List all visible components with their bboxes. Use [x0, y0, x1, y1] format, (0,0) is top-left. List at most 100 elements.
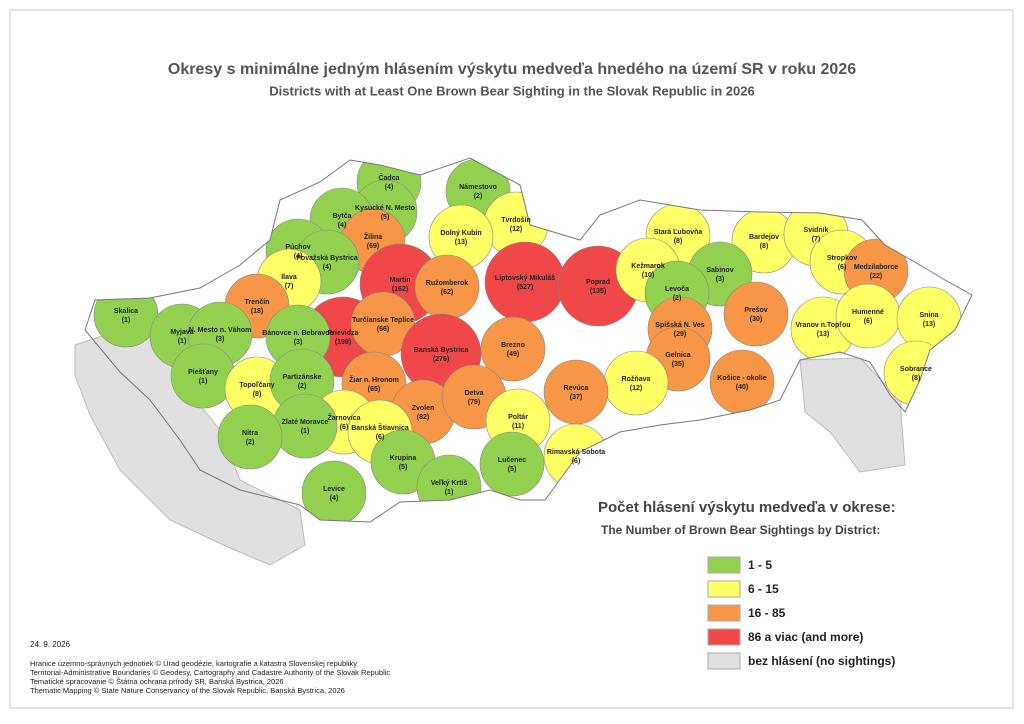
- district-name: Turčianske Teplice: [352, 317, 414, 324]
- district-area: [835, 283, 901, 349]
- district-count: (5): [508, 466, 517, 473]
- district-name: Kysucké N. Mesto: [355, 205, 415, 212]
- district-name: Ilava: [281, 274, 297, 281]
- district-count: (2): [246, 439, 255, 446]
- district-name: Levoča: [665, 286, 689, 293]
- district-name: Žiar n. Hronom: [349, 375, 399, 384]
- district-name: Stropkov: [827, 255, 857, 262]
- district-count: (6): [572, 458, 581, 465]
- district-count: (162): [392, 286, 408, 293]
- district-count: (13): [455, 239, 467, 246]
- legend-swatch: [707, 556, 741, 574]
- district-count: (5): [381, 214, 390, 221]
- district-count: (2): [298, 383, 307, 390]
- district-area: [484, 241, 566, 323]
- credit-line: Hranice územno-správnych jednotiek © Úra…: [30, 659, 357, 668]
- district-count: (4): [385, 184, 394, 191]
- district-name: Zlaté Moravce: [282, 419, 329, 426]
- district-name: Púchov: [285, 244, 310, 251]
- district-name: Skalica: [114, 308, 138, 315]
- district-name: Humenné: [852, 309, 884, 316]
- district-count: (13): [817, 331, 829, 338]
- legend-label: 6 - 15: [748, 582, 779, 596]
- district-name: Liptovský Mikuláš: [495, 275, 555, 282]
- district-count: (1): [301, 428, 310, 435]
- district-count: (6): [864, 318, 873, 325]
- district-name: Banská Bystrica: [414, 347, 469, 354]
- district-name: Gelnica: [665, 352, 690, 359]
- district-name: Vranov n.Topľou: [795, 322, 850, 329]
- district-name: Žilina: [364, 232, 382, 241]
- legend-label: 86 a viac (and more): [748, 630, 863, 644]
- district-name: Sabinov: [706, 267, 733, 274]
- district-count: (69): [367, 243, 379, 250]
- district-count: (65): [368, 386, 380, 393]
- no-sightings-area: [799, 357, 906, 473]
- district-area: [543, 359, 609, 425]
- district-area: [709, 349, 775, 415]
- district-name: Krupina: [390, 455, 417, 462]
- date: 24. 9. 2026: [30, 640, 71, 649]
- district-name: Levice: [323, 486, 345, 493]
- legend: 1 - 5 6 - 15 16 - 85 86 a viac (and more) be…: [707, 556, 895, 670]
- district-name: Čadca: [378, 173, 399, 182]
- legend-swatch: [707, 604, 741, 622]
- credit-line: Territorial-Administrative Boundaries © …: [30, 668, 390, 677]
- district-count: (2): [673, 295, 682, 302]
- district-count: (40): [736, 384, 748, 391]
- district-count: (82): [417, 414, 429, 421]
- district-area: [272, 393, 338, 459]
- district-name: Svidník: [804, 227, 829, 234]
- district-name: Myjava: [170, 329, 193, 336]
- legend-title: Počet hlásení výskytu medveďa v okrese:: [598, 499, 896, 516]
- district-area: [723, 281, 789, 347]
- credits: Hranice územno-správnych jednotiek © Úra…: [30, 659, 390, 695]
- district-count: (6): [340, 424, 349, 431]
- district-labels: Čadca (4) Námestovo (2) Kysucké N. Mesto (5) B…: [114, 173, 939, 502]
- district-count: (11): [512, 423, 524, 430]
- district-name: Veľký Krtíš: [431, 480, 468, 487]
- district-name: Košice - okolie: [717, 375, 767, 382]
- legend-subtitle: The Number of Brown Bear Sightings by Di…: [601, 523, 880, 537]
- district-area: [480, 316, 546, 382]
- district-count: (3): [716, 276, 725, 283]
- legend-swatch: [707, 628, 741, 646]
- district-name: Bytča: [332, 213, 351, 220]
- legend-label: 16 - 85: [748, 606, 786, 620]
- title: Okresy s minimálne jedným hlásením výsky…: [168, 61, 856, 78]
- district-area: [479, 431, 545, 497]
- district-count: (12): [510, 226, 522, 233]
- district-count: (1): [122, 317, 131, 324]
- district-name: Zvolen: [412, 405, 435, 412]
- subtitle: Districts with at Least One Brown Bear S…: [269, 83, 754, 98]
- district-count: (8): [912, 375, 921, 382]
- district-count: (10): [642, 272, 654, 279]
- legend-swatch: [707, 652, 741, 670]
- district-name: Ružomberok: [426, 280, 469, 287]
- district-count: (8): [760, 243, 769, 250]
- district-count: (13): [923, 321, 935, 328]
- district-name: Dolný Kubín: [440, 230, 481, 237]
- legend-swatch: [707, 580, 741, 598]
- district-name: Revúca: [564, 385, 589, 392]
- district-count: (8): [253, 391, 262, 398]
- district-name: Žarnovica: [327, 413, 360, 422]
- district-count: (4): [294, 253, 303, 260]
- legend-label: 1 - 5: [748, 558, 772, 572]
- district-name: Nitra: [242, 430, 258, 437]
- district-count: (4): [323, 264, 332, 271]
- district-count: (29): [674, 331, 686, 338]
- district-count: (6): [376, 434, 385, 441]
- district-name: Bánovce n. Bebravou: [262, 330, 334, 337]
- district-area: [217, 404, 283, 470]
- district-name: Brezno: [501, 342, 525, 349]
- district-name: Topoľčany: [239, 382, 274, 389]
- district-count: (3): [294, 339, 303, 346]
- district-name: Lučenec: [498, 457, 527, 464]
- district-name: Bardejov: [749, 234, 779, 241]
- district-name: Sobrance: [900, 366, 932, 373]
- district-count: (4): [338, 222, 347, 229]
- district-count: (276): [433, 356, 449, 363]
- legend-label: bez hlásení (no sightings): [748, 654, 895, 668]
